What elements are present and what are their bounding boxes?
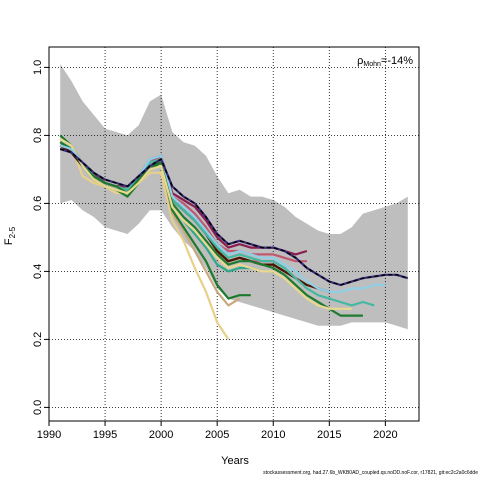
series-layer [59, 134, 409, 341]
x-tick-label-2020: 2020 [373, 429, 397, 441]
x-axis-title: Years [221, 455, 249, 467]
y-axis-title: F2-5 [3, 226, 17, 245]
series-line-15 [59, 148, 409, 286]
y-tick-label-1: 0.2 [32, 332, 44, 347]
plot-frame [48, 46, 420, 422]
y-tick-label-0: 0.0 [32, 400, 44, 415]
x-tick-label-2005: 2005 [205, 429, 229, 441]
y-tick-label-2: 0.4 [32, 264, 44, 279]
confidence-band [60, 64, 408, 330]
x-tick-label-1990: 1990 [37, 429, 61, 441]
series-line-11 [59, 141, 363, 317]
confidence-band-layer [60, 64, 408, 330]
y-axis-title-main: F [3, 238, 15, 245]
x-tick-label-1995: 1995 [93, 429, 117, 441]
y-tick-label-4: 0.8 [32, 128, 44, 143]
footer-source-text: stockassessment.org, had.27.6b_WKB0AD_co… [263, 470, 478, 476]
y-tick-label-3: 0.6 [32, 196, 44, 211]
mohn-rho-symbol: ρ [357, 55, 363, 67]
x-tick-label-2010: 2010 [261, 429, 285, 441]
x-tick-label-2000: 2000 [149, 429, 173, 441]
y-tick-label-5: 1.0 [32, 60, 44, 75]
y-axis-title-sub: 2-5 [8, 226, 17, 238]
series-line-12 [59, 137, 352, 310]
mohn-rho-annotation: ρMohn=-14% [357, 55, 413, 68]
mohn-rho-value: =-14% [381, 55, 413, 67]
axis-layer: 1990 1995 2000 2005 2010 2015 2020 0.0 0.2 0.4 0.6… [32, 60, 398, 441]
x-tick-label-2015: 2015 [317, 429, 341, 441]
mohn-rho-subscript: Mohn [363, 61, 381, 68]
